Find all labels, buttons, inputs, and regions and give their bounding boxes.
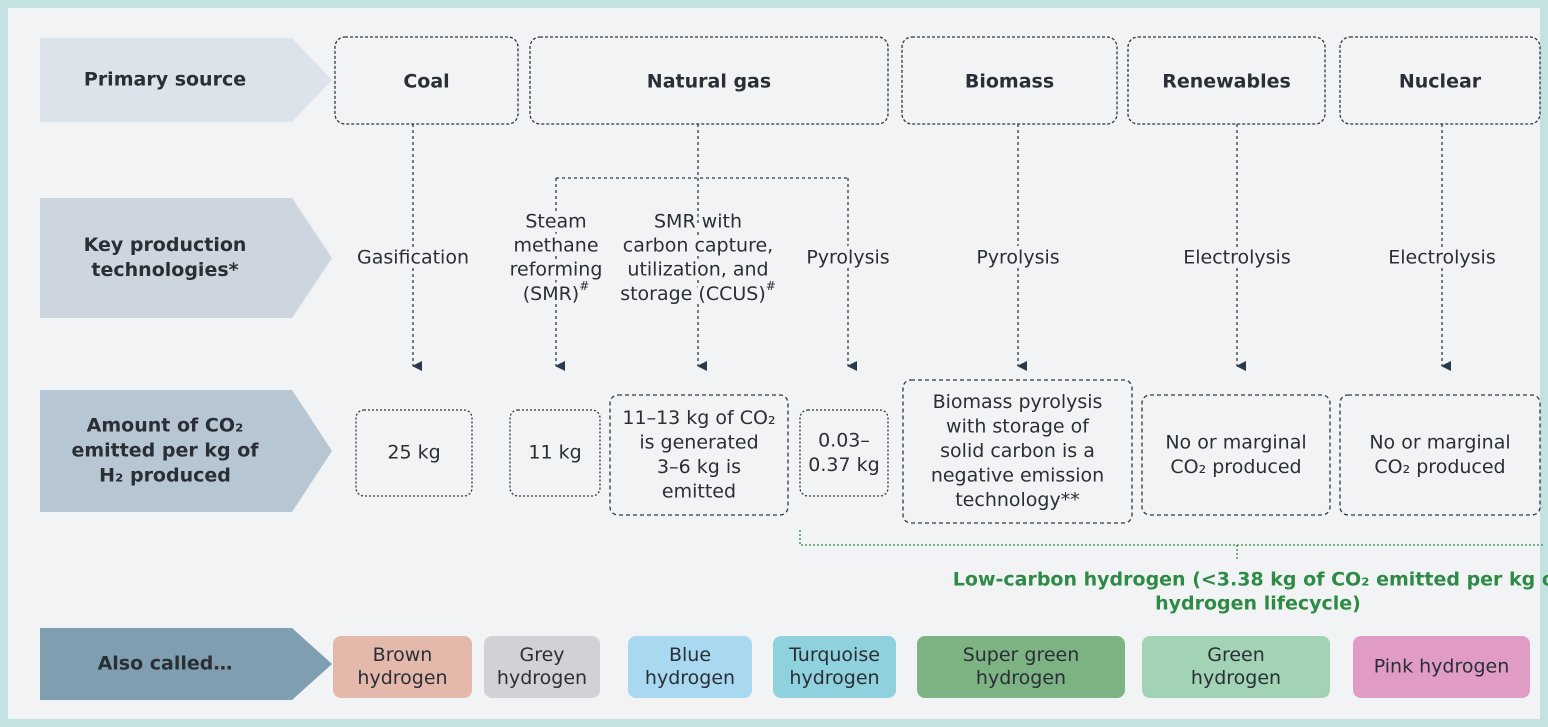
superscript: # [579,279,589,293]
row-label: H₂ produced [99,465,231,487]
panel [8,8,1540,719]
source-label: Biomass [965,71,1054,93]
row-label: Also called… [98,653,233,675]
row-label: Amount of CO₂ [87,415,244,437]
hydrogen-name: Green [1207,644,1265,666]
superscript: # [766,279,776,293]
row-label-arrow [40,38,332,122]
hydrogen-name-box [1142,636,1330,698]
source-box [529,36,889,125]
technology-label: storage (CCUS)# [620,279,776,305]
low-carbon-note: hydrogen lifecycle) [1155,593,1361,615]
emission-label: 0.37 kg [808,454,879,476]
emission-label: 25 kg [387,442,440,464]
hydrogen-name: Turquoise [788,644,880,666]
hydrogen-name-box [484,636,600,698]
hydrogen-name-box [773,636,896,698]
source-box [1127,36,1326,125]
emission-label: No or marginal [1165,431,1306,453]
emission-box [1141,394,1331,516]
row-label: technologies* [91,259,238,281]
source-box [901,36,1118,125]
technology-label: Gasification [357,247,469,269]
emission-label: 0.03– [818,429,870,451]
technology-label: carbon capture, [623,235,773,257]
technology-label-part: (SMR) [523,283,579,305]
emission-box [355,409,473,497]
low-carbon-note: Low-carbon hydrogen (<3.38 kg of CO₂ emi… [953,569,1548,591]
hydrogen-name: hydrogen [497,667,587,689]
hydrogen-name: hydrogen [1191,667,1281,689]
technology-label: (SMR)# [523,279,590,305]
source-label: Nuclear [1399,71,1482,93]
row-label: Primary source [84,69,246,91]
emission-box [1339,394,1541,516]
hydrogen-name: hydrogen [976,667,1066,689]
row-label-arrow [40,198,332,318]
row-label: Key production [84,234,247,256]
emission-label: CO₂ produced [1170,456,1301,478]
source-label: Renewables [1162,71,1291,93]
hydrogen-name-box [917,636,1125,698]
hydrogen-name-box [1353,636,1530,698]
hydrogen-name-box [628,636,752,698]
emission-box [609,394,789,516]
technology-label: SMR with [654,211,742,233]
emission-label: Biomass pyrolysis [933,391,1103,413]
emission-label: 3–6 kg is [657,456,741,478]
technology-label: reforming [510,259,603,281]
source-box [334,36,519,125]
emission-box [799,409,889,497]
technology-label: Pyrolysis [976,247,1059,269]
technology-label-part: storage (CCUS) [620,283,766,305]
emission-label: solid carbon is a [940,440,1095,462]
hydrogen-name: hydrogen [357,667,447,689]
row-label-arrow [40,390,332,512]
technology-label: Electrolysis [1388,247,1496,269]
emission-label: emitted [662,480,736,502]
emission-box [902,379,1133,524]
technology-label: methane [513,235,598,257]
hydrogen-name: Brown [373,644,433,666]
emission-label: 11 kg [528,442,581,464]
emission-label: with storage of [946,416,1090,438]
source-label: Coal [403,71,449,93]
hydrogen-name: Grey [519,644,564,666]
hydrogen-name: hydrogen [645,667,735,689]
source-box [1339,36,1541,125]
technology-label: Steam [525,211,586,233]
emission-label: CO₂ produced [1374,456,1505,478]
emission-label: is generated [639,431,758,453]
source-label: Natural gas [647,71,771,93]
emission-label: negative emission [931,465,1104,487]
emission-label: No or marginal [1369,431,1510,453]
hydrogen-name: hydrogen [789,667,879,689]
hydrogen-name-box [333,636,472,698]
hydrogen-name: Blue [669,644,711,666]
low-carbon-bracket [799,530,1545,560]
technology-label: Electrolysis [1183,247,1291,269]
emission-label: technology** [955,489,1080,511]
technology-label: utilization, and [627,259,768,281]
hydrogen-name: Super green [963,644,1080,666]
row-label-arrow [40,628,332,700]
hydrogen-name: Pink hydrogen [1374,656,1510,678]
technology-label: Pyrolysis [806,247,889,269]
emission-label: 11–13 kg of CO₂ [622,407,775,429]
emission-box [509,409,601,497]
row-label: emitted per kg of [71,440,259,462]
